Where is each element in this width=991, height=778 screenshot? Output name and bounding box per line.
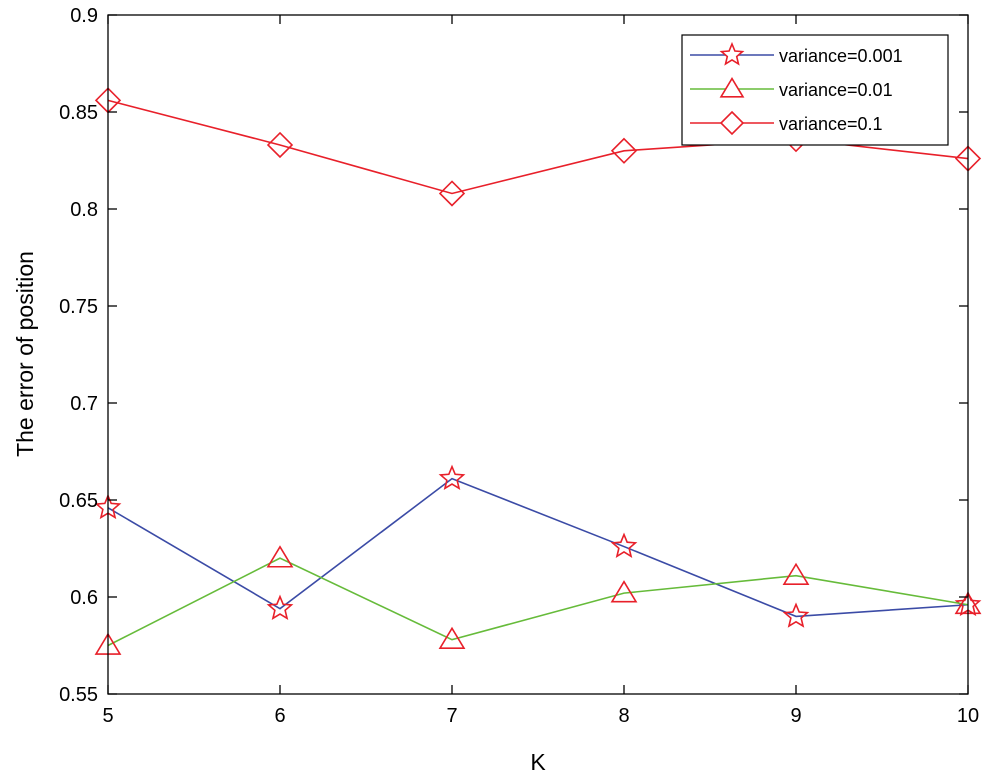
legend-label-2: variance=0.01 bbox=[779, 80, 893, 100]
x-tick-label: 7 bbox=[446, 705, 457, 727]
x-tick-label: 6 bbox=[274, 705, 285, 727]
y-tick-label: 0.6 bbox=[70, 587, 98, 609]
data-point-marker bbox=[266, 545, 294, 568]
legend-label-1: variance=0.001 bbox=[779, 46, 903, 66]
plot-area-frame bbox=[107, 14, 969, 695]
ticks-layer: 5 6 7 8 9 10 0.55 0.6 0.65 0.7 0.75 0.8 0.85 0.9 bbox=[59, 5, 979, 727]
y-tick-label: 0.7 bbox=[70, 393, 98, 415]
series-line-1 bbox=[107, 477, 969, 618]
y-axis-title: The error of position bbox=[12, 251, 38, 457]
x-tick-label: 5 bbox=[102, 705, 113, 727]
y-tick-label: 0.65 bbox=[59, 490, 98, 512]
data-point-marker bbox=[438, 626, 466, 650]
x-tick-label: 8 bbox=[618, 705, 629, 727]
legend-marker-2 bbox=[719, 76, 745, 98]
x-tick-label: 10 bbox=[957, 705, 979, 727]
y-tick-label: 0.9 bbox=[70, 5, 98, 27]
data-point-marker bbox=[782, 562, 810, 586]
x-axis-title: K bbox=[530, 749, 546, 775]
data-point-marker bbox=[438, 180, 466, 207]
legend-label-3: variance=0.1 bbox=[779, 114, 883, 134]
y-tick-label: 0.8 bbox=[70, 199, 98, 221]
legend-marker-3 bbox=[719, 110, 745, 136]
data-point-marker bbox=[610, 137, 638, 164]
data-point-marker bbox=[266, 131, 294, 159]
data-point-marker bbox=[610, 580, 638, 603]
data-point-marker bbox=[438, 464, 466, 491]
y-tick-label: 0.55 bbox=[59, 684, 98, 706]
data-point-marker bbox=[782, 602, 810, 628]
x-tick-label: 9 bbox=[790, 705, 801, 727]
data-point-marker bbox=[610, 532, 638, 558]
legend-marker-1 bbox=[719, 41, 745, 66]
y-tick-label: 0.75 bbox=[59, 296, 98, 318]
data-point-marker bbox=[266, 594, 294, 621]
legend: variance=0.001 variance=0.01 variance=0.1 bbox=[681, 34, 949, 146]
y-tick-label: 0.85 bbox=[59, 102, 98, 124]
series-line-2 bbox=[107, 557, 969, 647]
